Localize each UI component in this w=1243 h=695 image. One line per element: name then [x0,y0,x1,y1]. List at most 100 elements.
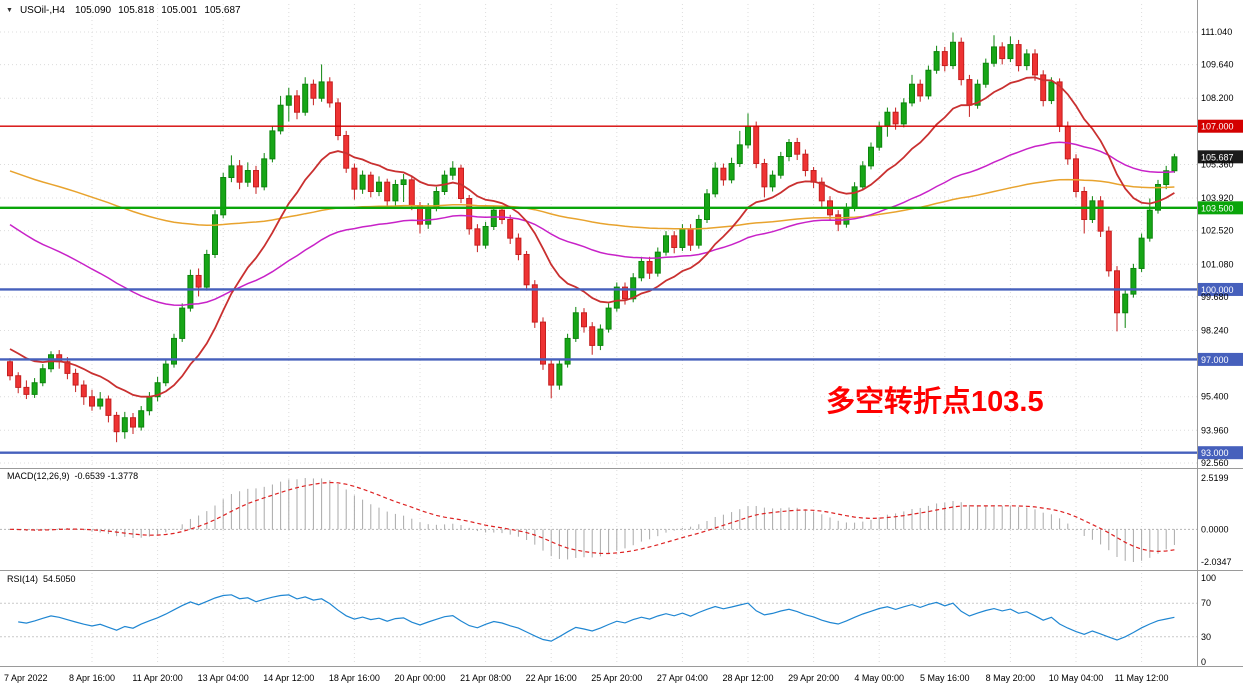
candle-body [1023,53,1030,67]
price-badge [1198,119,1243,133]
candle-body [548,363,555,386]
candle-body [695,218,702,246]
candle-body [638,260,645,279]
candle-body [1089,200,1096,220]
chart-header: ▼ USOil-,H4 105.090 105.818 105.001 105.… [6,5,248,16]
price-axis-label: 103.920 [1201,193,1234,203]
candle-body [868,146,874,167]
candle-body [786,142,792,158]
candle-body [1105,230,1112,272]
price-axis-label: 98.240 [1201,325,1229,335]
one-click-trading-icon[interactable]: ▼ [6,7,13,14]
macd-label-values: -0.6539 -1.3778 [74,471,139,481]
candle-body [745,125,751,146]
candle-body [605,307,612,330]
candle-body [23,386,30,395]
time-axis-label: 4 May 00:00 [854,673,904,683]
price-badge [1198,201,1243,215]
candle-body [1171,156,1178,172]
time-axis-label: 13 Apr 04:00 [198,673,249,683]
macd-axis-label: -2.0347 [1201,557,1232,567]
candle-body [843,207,850,225]
candle-body [958,41,965,81]
time-axis-label: 8 Apr 16:00 [69,673,115,683]
price-badge [1198,282,1243,296]
candle-body [736,144,743,165]
ma-line-ma_slow [9,170,1175,230]
price-axis[interactable] [1197,0,1243,666]
candle-body [622,286,628,300]
annotation-text: 多空转折点103.5 [826,386,1044,418]
candle-body [581,312,587,328]
candle-body [925,69,932,97]
time-axis-label: 18 Apr 16:00 [329,673,380,683]
price-badge-text: 103.500 [1201,203,1234,213]
time-axis-label: 21 Apr 08:00 [460,673,511,683]
candle-body [1146,209,1153,239]
candle-body [679,228,686,248]
candle-body [1048,81,1055,102]
time-axis[interactable] [0,666,1243,695]
ohlc-open: 105.090 [74,5,112,16]
candle-body [1155,184,1161,211]
ma-line-ma_mid [9,141,1175,306]
candle-body [72,372,79,386]
candle-body [1081,191,1088,220]
candle-body [408,179,415,207]
time-axis-label: 10 May 04:00 [1049,673,1104,683]
candle-body [515,237,522,255]
candle-body [179,307,186,339]
candle-body [171,337,177,365]
candle-body [900,102,907,125]
candle-body [1097,200,1104,232]
time-axis-label: 25 Apr 20:00 [591,673,642,683]
price-axis-label: 95.400 [1201,392,1229,402]
candle-body [113,414,120,433]
candle-body [720,167,727,181]
candle-body [556,363,563,386]
candle-body [761,163,768,188]
ohlc-low: 105.001 [161,5,198,16]
candle-body [31,382,38,395]
macd-axis-label: 0.0000 [1201,524,1229,534]
time-axis-label: 7 Apr 2022 [4,673,48,683]
candle-body [531,284,538,323]
candle-body [367,174,374,193]
candle-body [261,158,268,188]
candle-body [466,198,473,230]
candle-body [1163,170,1170,186]
candle-body [818,181,825,202]
candle-body [753,125,760,165]
candle-body [162,363,169,384]
candle-body [105,398,112,416]
rsi-axis-label: 100 [1201,573,1216,583]
price-axis-label: 111.040 [1201,27,1232,37]
candle-body [523,253,530,286]
price-axis-label: 99.680 [1201,292,1229,302]
candle-body [1138,237,1145,269]
candle-body [613,286,620,309]
candle-body [212,214,218,255]
price-badge-text: 107.000 [1201,122,1234,132]
price-badge [1198,446,1243,460]
time-axis-label: 11 May 12:00 [1115,673,1169,683]
candle-body [154,382,161,398]
candle-body [712,167,719,195]
candle-body [310,83,317,99]
time-axis-label: 28 Apr 12:00 [722,673,773,683]
ohlc-close: 105.687 [204,5,241,16]
candle-body [97,398,104,407]
candle-body [941,51,948,67]
macd-indicator-label: MACD(12,26,9) -0.6539 -1.3778 [7,471,138,481]
price-axis-label: 105.360 [1201,159,1234,169]
candle-body [335,102,341,137]
candle-body [728,163,735,181]
candle-body [597,328,604,346]
symbol-period-label: USOil-,H4 [19,5,65,16]
candle-body [351,167,358,190]
candle-body [384,181,391,202]
candle-body [933,51,940,71]
candle-body [482,225,489,246]
candle-body [777,156,784,176]
